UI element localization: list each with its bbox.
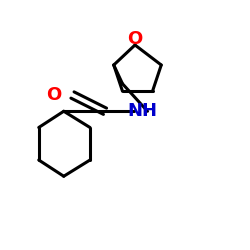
- Text: O: O: [46, 86, 62, 104]
- Text: NH: NH: [128, 102, 158, 120]
- Text: O: O: [128, 30, 142, 48]
